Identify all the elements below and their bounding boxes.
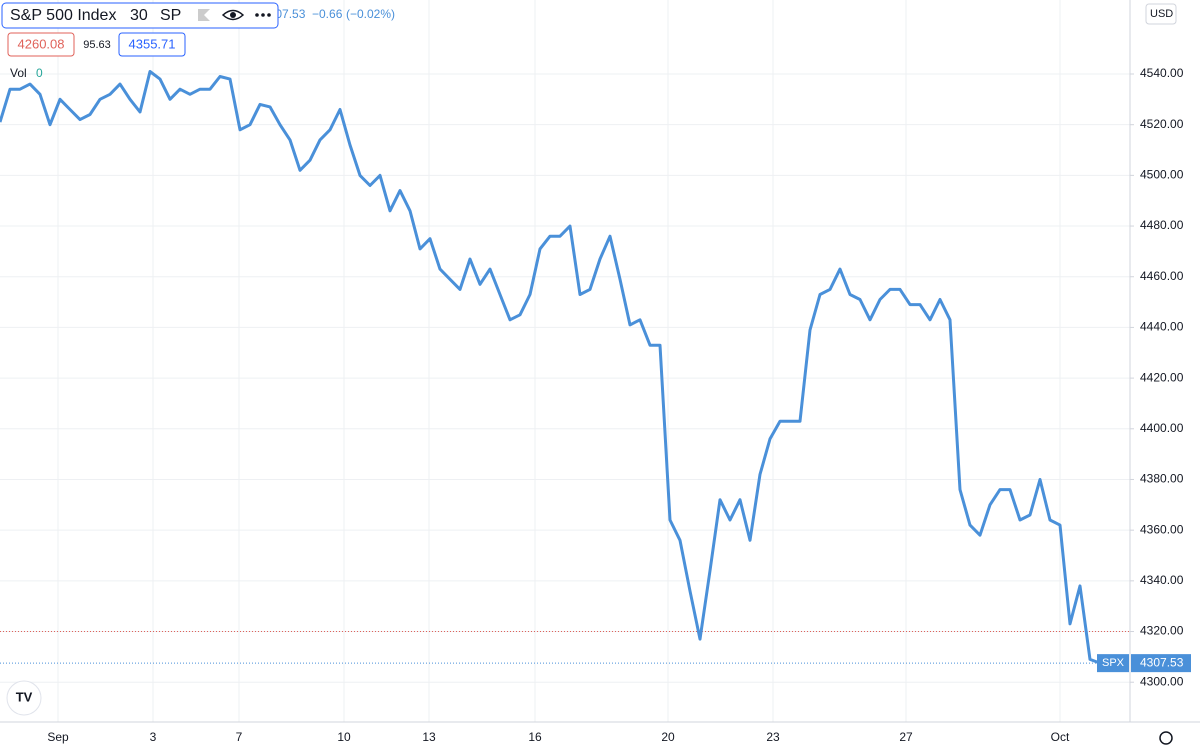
x-tick-label: Oct (1051, 730, 1070, 744)
y-tick-label: 4420.00 (1140, 370, 1184, 384)
price-line (0, 70, 1101, 665)
change-pct: (−0.02%) (346, 7, 395, 21)
logo-mark: TV (16, 689, 33, 704)
y-tick-label: 4500.00 (1140, 168, 1184, 182)
series-tag: SPX (1102, 657, 1125, 669)
x-tick-label: 10 (337, 730, 351, 744)
interval: 30 (130, 7, 148, 24)
range-label: 95.63 (83, 39, 111, 51)
more-icon[interactable] (255, 13, 271, 17)
x-tick-label: 27 (899, 730, 913, 744)
y-tick-label: 4340.00 (1140, 573, 1184, 587)
x-tick-label: 20 (661, 730, 675, 744)
y-tick-label: 4300.00 (1140, 674, 1184, 688)
currency-box[interactable] (1145, 3, 1177, 25)
x-tick-label: 16 (528, 730, 542, 744)
change: −0.66 (312, 7, 343, 21)
high-label: 4355.71 (129, 36, 176, 51)
y-tick-label: 4400.00 (1140, 421, 1184, 435)
y-tick-label: 4460.00 (1140, 269, 1184, 283)
y-tick-label: 4360.00 (1140, 522, 1184, 536)
x-tick-label: 13 (422, 730, 436, 744)
x-tick-label: 3 (150, 730, 157, 744)
x-tick-label: Sep (47, 730, 69, 744)
symbol: S&P 500 Index (10, 7, 116, 24)
y-tick-label: 4540.00 (1140, 66, 1184, 80)
eye-pupil (230, 12, 236, 18)
high-box (118, 32, 186, 57)
y-tick-label: 4520.00 (1140, 117, 1184, 131)
exchange: SP (160, 7, 181, 24)
y-tick-label: 4480.00 (1140, 218, 1184, 232)
eye-icon[interactable] (221, 9, 245, 21)
logo[interactable] (6, 680, 42, 716)
low-box (7, 32, 75, 57)
x-tick-label: 7 (236, 730, 243, 744)
y-tick-label: 4380.00 (1140, 472, 1184, 486)
settings-icon[interactable] (1159, 731, 1173, 745)
currency: USD (1150, 8, 1173, 20)
volume-label: Vol (10, 66, 27, 80)
low-label: 4260.08 (18, 36, 65, 51)
price-tag-box (1131, 654, 1191, 673)
price-tag: 4307.53 (1140, 655, 1184, 669)
x-tick-label: 23 (766, 730, 780, 744)
y-tick-label: 4320.00 (1140, 624, 1184, 638)
volume-value: 0 (36, 66, 43, 80)
series-tag-box (1097, 654, 1129, 673)
y-tick-label: 4440.00 (1140, 320, 1184, 334)
flag-icon[interactable] (198, 9, 210, 21)
